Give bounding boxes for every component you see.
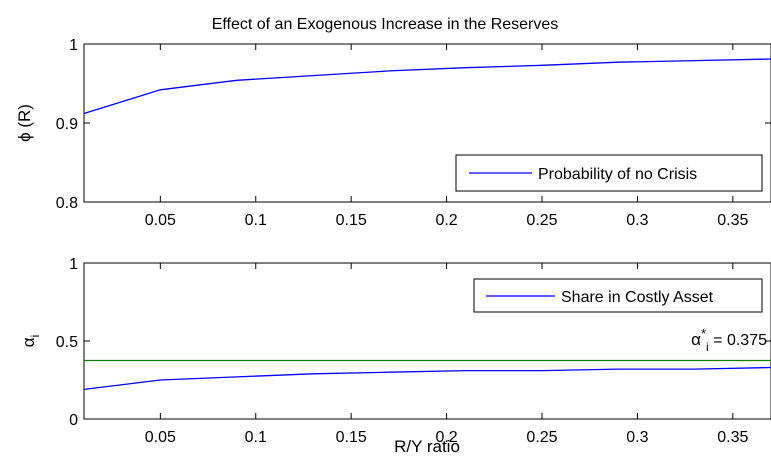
bottom-y-ticks: 00.51 (56, 256, 771, 429)
chart-title: Effect of an Exogenous Increase in the R… (212, 16, 559, 33)
bottom-y-tick-label: 1 (69, 256, 78, 273)
alpha-star-annotation-sup: * (701, 326, 706, 341)
top-x-tick-label: 0.15 (336, 212, 367, 229)
top-x-tick-label: 0.25 (526, 212, 557, 229)
bottom-series (83, 359, 771, 391)
top-legend-label: Probability of no Crisis (538, 166, 697, 183)
bottom-y-axis-label: αi (19, 335, 42, 348)
bottom-series-line-1 (83, 366, 771, 391)
bottom-x-tick-label: 0.25 (526, 429, 557, 446)
x-axis-label: R/Y ratio (394, 437, 460, 456)
bottom-legend-label: Share in Costly Asset (561, 289, 714, 306)
top-y-ticks: 0.8 0.9 1 (56, 37, 771, 212)
top-series (83, 58, 771, 115)
bottom-x-tick-label: 0.35 (717, 429, 748, 446)
alpha-star-annotation-sub: i (706, 340, 709, 354)
bottom-y-tick-label: 0 (69, 412, 78, 429)
alpha-star-annotation-value: = 0.375 (709, 332, 767, 349)
bottom-plot: 0.05 0.1 0.15 0.2 0.25 0.3 0.35 00.51 αi Share… (19, 256, 771, 446)
top-x-tick-label: 0.1 (245, 212, 267, 229)
bottom-x-tick-label: 0.1 (245, 429, 267, 446)
top-y-axis-label: ϕ (R) (15, 104, 34, 142)
bottom-y-tick-label: 0.5 (56, 334, 78, 351)
alpha-star-annotation-symbol: α (691, 330, 701, 349)
top-x-ticks: 0.05 0.1 0.15 0.2 0.25 0.3 0.35 (145, 44, 749, 229)
bottom-y-axis-label-main: α (19, 337, 38, 347)
alpha-star-annotation: α*i = 0.375 (691, 326, 767, 354)
top-series-line-1 (83, 58, 771, 115)
top-plot: 0.05 0.1 0.15 0.2 0.25 0.3 0.35 0.80.91 ϕ (R) … (15, 37, 771, 229)
bottom-legend: Share in Costly Asset (473, 278, 763, 313)
bottom-x-tick-label: 0.3 (626, 429, 648, 446)
bottom-x-tick-label: 0.2 (435, 429, 457, 446)
top-y-tick-label: 1 (69, 37, 78, 54)
bottom-y-axis-label-sub: i (28, 335, 42, 338)
bottom-x-tick-label: 0.05 (145, 429, 176, 446)
bottom-x-ticks: 0.05 0.1 0.15 0.2 0.25 0.3 0.35 (145, 263, 749, 446)
top-y-tick-label: 0.9 (56, 116, 78, 133)
bottom-x-tick-label: 0.15 (336, 429, 367, 446)
top-x-tick-label: 0.05 (145, 212, 176, 229)
top-x-tick-label: 0.2 (435, 212, 457, 229)
top-x-tick-label: 0.3 (626, 212, 648, 229)
top-x-tick-label: 0.35 (717, 212, 748, 229)
top-legend: Probability of no Crisis (455, 154, 763, 192)
top-y-tick-label: 0.8 (56, 195, 78, 212)
